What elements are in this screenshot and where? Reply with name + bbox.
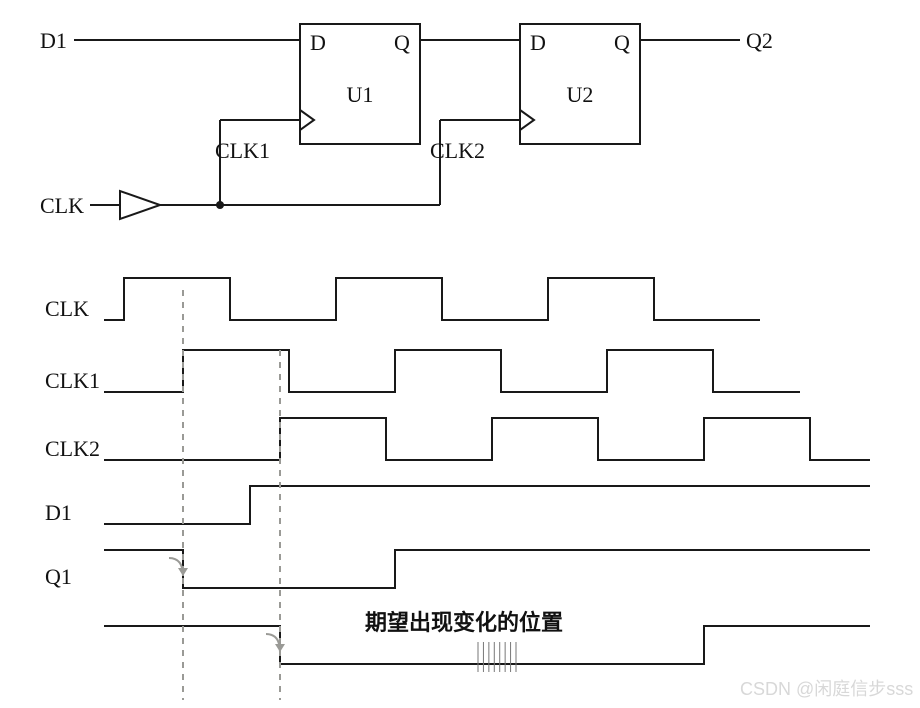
label-U2: U2 — [567, 82, 594, 107]
annotation-expected: 期望出现变化的位置 — [365, 610, 563, 635]
label-signal-CLK1: CLK1 — [45, 368, 100, 393]
signal-CLK1 — [104, 350, 800, 392]
label-signal-CLK: CLK — [45, 296, 89, 321]
arrow-1-head — [275, 644, 285, 652]
signal-D1 — [104, 486, 870, 524]
arrow-0-head — [178, 568, 188, 576]
label-U2-q: Q — [614, 30, 630, 55]
label-d1: D1 — [40, 28, 67, 53]
label-signal-Q1: Q1 — [45, 564, 72, 589]
label-U2-d: D — [530, 30, 546, 55]
signal-Q1 — [104, 550, 870, 588]
label-q2: Q2 — [746, 28, 773, 53]
label-clk: CLK — [40, 193, 84, 218]
label-U1-d: D — [310, 30, 326, 55]
label-U1-clk: CLK1 — [215, 138, 270, 163]
clk-triangle-U2 — [520, 110, 534, 130]
label-U1-q: Q — [394, 30, 410, 55]
clk-triangle-U1 — [300, 110, 314, 130]
arrow-1 — [266, 634, 280, 652]
buffer-icon — [120, 191, 160, 219]
signal-CLK2 — [104, 418, 870, 460]
label-signal-D1: D1 — [45, 500, 72, 525]
diagram-canvas: D1 CLK D Q U1 CLK1 D Q U2 CLK2 Q2 CLK CLK1 CLK2 D1 Q1 期望… — [0, 0, 920, 708]
signal-CLK — [104, 278, 760, 320]
label-U1: U1 — [347, 82, 374, 107]
label-U2-clk: CLK2 — [430, 138, 485, 163]
watermark: CSDN @闲庭信步sss — [740, 679, 913, 699]
label-signal-CLK2: CLK2 — [45, 436, 100, 461]
arrow-0 — [169, 558, 183, 576]
